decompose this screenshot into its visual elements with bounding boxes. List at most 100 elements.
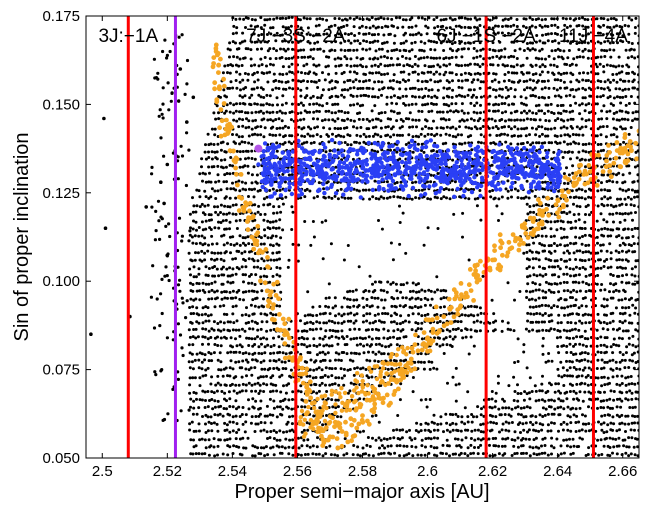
asteroid-point — [564, 109, 568, 113]
asteroid-point — [587, 405, 590, 409]
asteroid-point — [371, 87, 375, 91]
asteroid-point — [327, 319, 331, 323]
asteroid-point — [290, 16, 294, 19]
asteroid-point — [512, 23, 516, 27]
asteroid-point — [556, 219, 560, 223]
asteroid-point — [451, 327, 455, 331]
asteroid-point — [408, 49, 411, 53]
asteroid-point — [558, 243, 562, 247]
asteroid-point — [256, 422, 260, 426]
asteroid-point — [362, 344, 366, 348]
asteroid-point — [556, 32, 559, 36]
asteroid-point — [394, 16, 398, 20]
asteroid-point — [396, 296, 400, 300]
asteroid-point — [584, 103, 588, 107]
asteroid-point — [303, 314, 307, 318]
asteroid-point — [496, 381, 500, 385]
asteroid-point — [522, 398, 526, 402]
asteroid-point — [382, 352, 386, 356]
asteroid-point — [258, 406, 262, 410]
asteroid-point — [556, 305, 559, 309]
asteroid-point — [464, 125, 468, 129]
asteroid-point — [392, 320, 396, 324]
asteroid-point — [380, 344, 384, 348]
asteroid-point — [543, 79, 546, 83]
asteroid-point — [566, 374, 569, 378]
asteroid-point — [564, 94, 568, 98]
asteroid-point — [425, 32, 429, 36]
asteroid-point — [473, 16, 477, 20]
asteroid-point — [407, 25, 411, 29]
asteroid-point — [392, 79, 395, 82]
asteroid-point — [238, 110, 241, 114]
asteroid-point — [323, 118, 327, 122]
asteroid-point — [360, 24, 364, 28]
asteroid-point — [362, 351, 366, 355]
asteroid-point — [255, 296, 259, 300]
asteroid-point — [452, 110, 456, 114]
asteroid-point — [265, 33, 269, 36]
asteroid-point — [238, 17, 242, 21]
asteroid-point — [544, 234, 548, 238]
asteroid-point — [404, 319, 407, 323]
asteroid-point — [386, 117, 390, 121]
asteroid-point — [581, 55, 585, 59]
asteroid-point — [266, 219, 270, 223]
asteroid-point — [311, 117, 315, 121]
asteroid-point — [261, 375, 265, 379]
asteroid-point — [373, 179, 377, 183]
asteroid-point — [275, 141, 279, 145]
asteroid-point — [325, 414, 328, 417]
asteroid-point — [459, 320, 463, 324]
asteroid-point — [404, 103, 407, 107]
asteroid-point — [531, 423, 535, 427]
asteroid-point — [331, 329, 335, 333]
asteroid-point — [575, 414, 579, 418]
asteroid-point — [424, 437, 428, 441]
asteroid-point — [395, 289, 399, 293]
asteroid-point — [243, 430, 247, 434]
asteroid-point — [549, 429, 553, 433]
asteroid-point — [374, 26, 378, 30]
asteroid-point — [316, 195, 319, 198]
asteroid-point — [216, 444, 220, 448]
asteroid-point — [546, 134, 550, 138]
asteroid-point — [263, 454, 267, 458]
asteroid-point — [475, 305, 479, 309]
asteroid-point — [181, 301, 185, 305]
asteroid-point — [224, 109, 228, 113]
asteroid-point — [562, 235, 566, 239]
asteroid-point — [213, 150, 217, 154]
asteroid-point — [203, 189, 207, 193]
asteroid-point — [342, 337, 346, 341]
asteroid-point — [519, 134, 523, 138]
asteroid-point — [364, 32, 368, 36]
asteroid-point — [565, 259, 568, 263]
asteroid-point — [268, 202, 272, 206]
asteroid-point — [388, 32, 392, 36]
asteroid-point — [317, 181, 321, 185]
asteroid-point — [316, 86, 320, 89]
asteroid-point — [546, 39, 550, 43]
asteroid-point — [268, 70, 272, 74]
asteroid-point — [237, 289, 241, 292]
asteroid-point — [500, 125, 504, 129]
asteroid-point — [238, 189, 242, 193]
asteroid-point — [528, 376, 532, 380]
asteroid-point — [256, 265, 260, 269]
asteroid-point — [530, 390, 534, 393]
asteroid-point — [229, 156, 233, 159]
asteroid-point — [195, 281, 199, 285]
asteroid-point — [479, 48, 483, 52]
asteroid-point — [550, 17, 554, 21]
asteroid-point — [445, 40, 449, 44]
asteroid-point — [523, 390, 527, 394]
asteroid-point — [348, 16, 352, 20]
asteroid-point — [212, 320, 216, 324]
asteroid-point — [475, 18, 479, 22]
asteroid-point — [246, 235, 250, 239]
asteroid-point — [469, 117, 473, 121]
asteroid-point — [490, 390, 494, 393]
asteroid-point — [569, 220, 573, 224]
asteroid-point — [214, 197, 218, 200]
